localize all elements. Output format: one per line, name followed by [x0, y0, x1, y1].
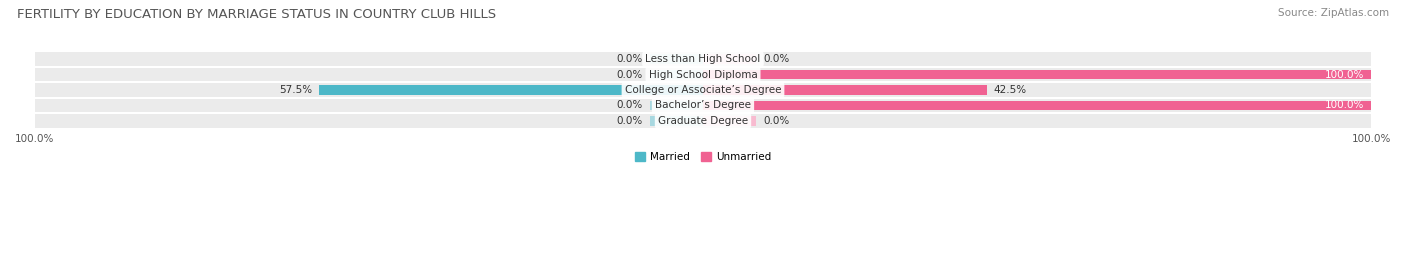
Bar — [650, 116, 703, 126]
Text: 0.0%: 0.0% — [617, 70, 643, 80]
Bar — [703, 116, 756, 126]
Text: FERTILITY BY EDUCATION BY MARRIAGE STATUS IN COUNTRY CLUB HILLS: FERTILITY BY EDUCATION BY MARRIAGE STATU… — [17, 8, 496, 21]
Bar — [650, 70, 703, 79]
Bar — [319, 85, 703, 95]
Bar — [35, 52, 1371, 66]
Bar — [35, 83, 1371, 97]
Text: 0.0%: 0.0% — [763, 54, 789, 64]
Text: 0.0%: 0.0% — [617, 54, 643, 64]
Text: Bachelor’s Degree: Bachelor’s Degree — [655, 100, 751, 110]
Bar — [35, 68, 1371, 81]
Bar — [703, 54, 756, 64]
Text: Less than High School: Less than High School — [645, 54, 761, 64]
Text: 100.0%: 100.0% — [1326, 70, 1365, 80]
Text: 100.0%: 100.0% — [1326, 100, 1365, 110]
Bar — [703, 85, 987, 95]
Text: High School Diploma: High School Diploma — [648, 70, 758, 80]
Bar — [35, 99, 1371, 112]
Text: Graduate Degree: Graduate Degree — [658, 116, 748, 126]
Text: 57.5%: 57.5% — [278, 85, 312, 95]
Text: 0.0%: 0.0% — [763, 116, 789, 126]
Text: 42.5%: 42.5% — [994, 85, 1026, 95]
Bar — [650, 54, 703, 64]
Bar — [703, 101, 1371, 110]
Text: 0.0%: 0.0% — [617, 116, 643, 126]
Legend: Married, Unmarried: Married, Unmarried — [630, 148, 776, 167]
Bar — [650, 101, 703, 110]
Bar — [35, 114, 1371, 128]
Bar — [703, 70, 1371, 79]
Text: College or Associate’s Degree: College or Associate’s Degree — [624, 85, 782, 95]
Text: Source: ZipAtlas.com: Source: ZipAtlas.com — [1278, 8, 1389, 18]
Text: 0.0%: 0.0% — [617, 100, 643, 110]
